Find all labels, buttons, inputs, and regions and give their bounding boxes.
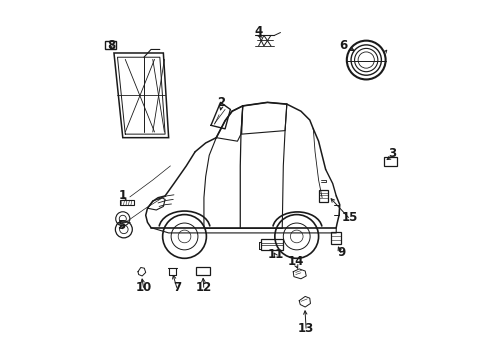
- Text: 11: 11: [267, 248, 284, 261]
- Text: 13: 13: [298, 322, 314, 335]
- Bar: [383, 157, 396, 166]
- Text: 4: 4: [254, 25, 262, 38]
- Bar: [330, 231, 340, 244]
- Text: 12: 12: [195, 281, 212, 294]
- Text: 14: 14: [287, 255, 303, 267]
- Bar: [105, 41, 116, 49]
- Text: 3: 3: [388, 147, 396, 160]
- Bar: [195, 267, 209, 275]
- Text: 8: 8: [107, 40, 115, 53]
- Text: 6: 6: [339, 40, 346, 53]
- Text: 9: 9: [337, 246, 345, 259]
- Text: 5: 5: [117, 219, 125, 232]
- Bar: [261, 239, 282, 250]
- Bar: [318, 190, 328, 202]
- Text: 2: 2: [217, 96, 225, 109]
- Text: 10: 10: [136, 281, 152, 294]
- Text: 1: 1: [119, 189, 126, 202]
- Text: 15: 15: [342, 211, 358, 224]
- Text: 7: 7: [173, 281, 181, 294]
- Bar: [120, 200, 133, 206]
